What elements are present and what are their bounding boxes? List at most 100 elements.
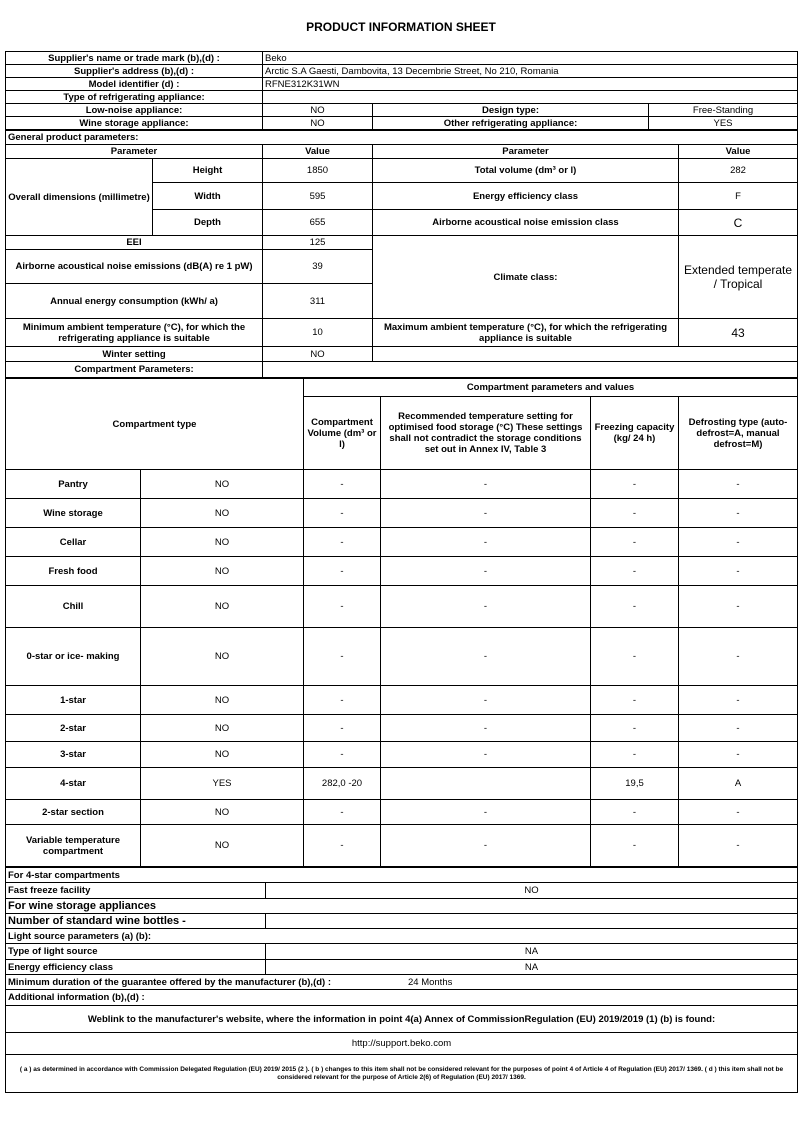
energy-class-label: Energy efficiency class [372,182,679,210]
light-section-label: Light source parameters (a) (b): [4,928,799,944]
compartment-temperature [380,767,591,800]
param-header-2: Parameter [372,144,679,159]
compartment-name: 4-star [5,767,141,800]
compartment-temperature: - [380,469,591,499]
compartment-name: Wine storage [5,498,141,528]
compartment-row: 3-star NO - - - - [5,741,798,768]
noise-class-label: Airborne acoustical noise emission class [372,209,679,236]
value-header-2: Value [677,144,799,159]
compartment-name: 2-star section [5,799,141,825]
compartment-present: NO [140,799,304,825]
compartment-defrost-type: - [678,585,798,628]
compartment-volume: - [303,527,381,557]
four-star-label: For 4-star compartments [4,867,799,883]
compartment-temperature: - [380,585,591,628]
dimensions-label: Overall dimensions (millimetre) [5,158,153,236]
supplier-name: Beko [261,51,799,65]
compartment-defrost-type: - [678,527,798,557]
value-header: Value [262,144,373,159]
footnote: ( a ) as determined in accordance with C… [4,1054,799,1093]
compartment-freezing-capacity: - [590,824,679,867]
compartment-name: Variable temperature compartment [5,824,141,867]
light-type-value: NA [264,943,799,960]
compartment-present: NO [140,741,304,768]
compartment-volume: - [303,824,381,867]
manufacturer-url[interactable]: http://support.beko.com [4,1032,799,1055]
compartment-defrost-type: - [678,741,798,768]
param-header: Parameter [5,144,263,159]
min-ambient-label: Minimum ambient temperature (°C), for wh… [5,318,263,347]
compartment-freezing-capacity: - [590,714,679,742]
guarantee-value: 24 Months [408,976,453,988]
compartment-name: 3-star [5,741,141,768]
compartment-present: YES [140,767,304,800]
compartment-row: 2-star NO - - - - [5,714,798,742]
compartment-row: Fresh food NO - - - - [5,556,798,586]
compartment-freezing-capacity: 19,5 [590,767,679,800]
other-appliance-label: Other refrigerating appliance: [372,116,649,130]
compartment-row: Chill NO - - - - [5,585,798,628]
compartment-freezing-capacity: - [590,469,679,499]
compartment-defrost-type: - [678,799,798,825]
temperature-header: Recommended temperature setting for opti… [380,396,591,470]
width-value: 595 [262,182,373,210]
total-volume-value: 282 [677,158,799,183]
compartment-present: NO [140,469,304,499]
compartment-name: 2-star [5,714,141,742]
total-volume-label: Total volume (dm³ or l) [372,158,679,183]
compartment-freezing-capacity: - [590,527,679,557]
footer-table: For 4-star compartments Fast freeze faci… [4,867,799,1093]
page-title: PRODUCT INFORMATION SHEET [306,20,496,34]
compartment-present: NO [140,585,304,628]
compartment-volume: - [303,498,381,528]
noise-value: 39 [262,249,373,284]
compartment-params-label: Compartment Parameters: [5,361,263,378]
compartment-present: NO [140,685,304,715]
supplier-address-label: Supplier's address (b),(d) : [5,64,263,78]
compartment-name: Chill [5,585,141,628]
bottles-label: Number of standard wine bottles - [5,913,266,929]
compartment-temperature: - [380,627,591,686]
wine-section-label: For wine storage appliances [4,898,799,914]
noise-class-value: C [677,209,799,236]
other-appliance-value: YES [647,116,799,130]
compartment-row: 0-star or ice- making NO - - - - [5,627,798,686]
annual-energy-label: Annual energy consumption (kWh/ a) [5,283,263,319]
supplier-table: Supplier's name or trade mark (b),(d) :B… [5,51,799,130]
compartment-present: NO [140,556,304,586]
winter-label: Winter setting [5,346,263,362]
compartment-volume: - [303,469,381,499]
light-eec-value: NA [264,959,799,975]
max-ambient-label: Maximum ambient temperature (°C), for wh… [372,318,679,347]
compartment-type-header: Compartment type [5,378,304,470]
general-table: General product parameters: Parameter Val… [4,130,799,378]
compartment-row: Wine storage NO - - - - [5,498,798,528]
light-type-label: Type of light source [5,943,266,960]
compartment-freezing-capacity: - [590,556,679,586]
compartment-defrost-type: - [678,469,798,499]
compartment-row: 4-star YES 282,0 -20 19,5 A [5,767,798,800]
compartment-row: 1-star NO - - - - [5,685,798,715]
compartment-defrost-type: - [678,685,798,715]
max-ambient-value: 43 [677,318,799,347]
climate-label: Climate class: [372,235,679,319]
bottles-value [264,913,799,929]
compartment-defrost-type: - [678,556,798,586]
volume-header: Compartment Volume (dm³ or l) [303,396,381,470]
compartment-row: 2-star section NO - - - - [5,799,798,825]
compartment-freezing-capacity: - [590,685,679,715]
depth-value: 655 [262,209,373,236]
compartment-volume: - [303,585,381,628]
empty-cell [262,361,799,378]
noise-label: Airborne acoustical noise emissions (dB(… [5,249,263,284]
compartment-temperature: - [380,685,591,715]
compartment-freezing-capacity: - [590,627,679,686]
defrost-header: Defrosting type (auto-defrost=A, manual … [678,396,798,470]
compartment-volume: - [303,741,381,768]
compartment-temperature: - [380,824,591,867]
compartment-temperature: - [380,527,591,557]
compartment-present: NO [140,627,304,686]
compartment-defrost-type: - [678,714,798,742]
compartment-present: NO [140,527,304,557]
compartment-row: Variable temperature compartment NO - - - - [5,824,798,867]
